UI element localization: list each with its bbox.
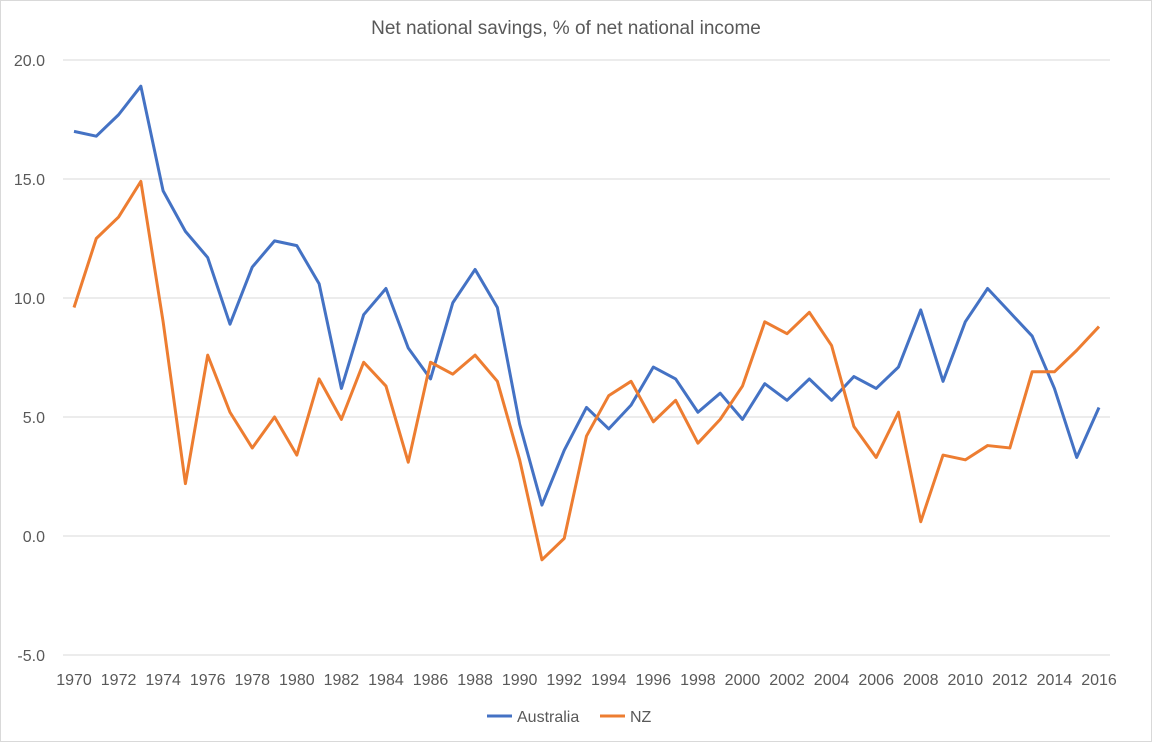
x-tick-label: 1972 (101, 672, 137, 689)
x-tick-label: 2014 (1037, 672, 1073, 689)
x-tick-label: 1992 (546, 672, 582, 689)
series-line-nz (72, 179, 1101, 562)
x-tick-label: 2000 (725, 672, 761, 689)
y-tick-label: -5.0 (17, 648, 45, 665)
y-tick-label: 10.0 (14, 291, 45, 308)
x-tick-label: 2016 (1081, 672, 1117, 689)
legend-label: Australia (517, 709, 579, 726)
x-tick-label: 1974 (145, 672, 181, 689)
x-tick-label: 1998 (680, 672, 716, 689)
x-tick-label: 2004 (814, 672, 850, 689)
x-tick-label: 2010 (948, 672, 984, 689)
x-tick-label: 1990 (502, 672, 538, 689)
x-tick-label: 2002 (769, 672, 805, 689)
x-tick-label: 1994 (591, 672, 627, 689)
x-tick-label: 2006 (858, 672, 894, 689)
series-line-australia (73, 84, 1101, 507)
chart-title: Net national savings, % of net national … (371, 18, 761, 39)
y-tick-label: 5.0 (23, 410, 45, 427)
x-tick-label: 2012 (992, 672, 1028, 689)
y-tick-label: 20.0 (14, 53, 45, 70)
legend-label: NZ (630, 709, 652, 726)
x-tick-label: 1984 (368, 672, 404, 689)
x-tick-label: 1988 (457, 672, 493, 689)
x-tick-label: 1986 (413, 672, 449, 689)
x-tick-label: 1976 (190, 672, 226, 689)
x-tick-label: 1980 (279, 672, 315, 689)
x-tick-label: 1982 (324, 672, 360, 689)
x-tick-label: 1996 (636, 672, 672, 689)
y-tick-label: 15.0 (14, 172, 45, 189)
x-tick-label: 1978 (234, 672, 270, 689)
y-tick-label: 0.0 (23, 529, 45, 546)
x-tick-label: 2008 (903, 672, 939, 689)
x-tick-label: 1970 (56, 672, 92, 689)
